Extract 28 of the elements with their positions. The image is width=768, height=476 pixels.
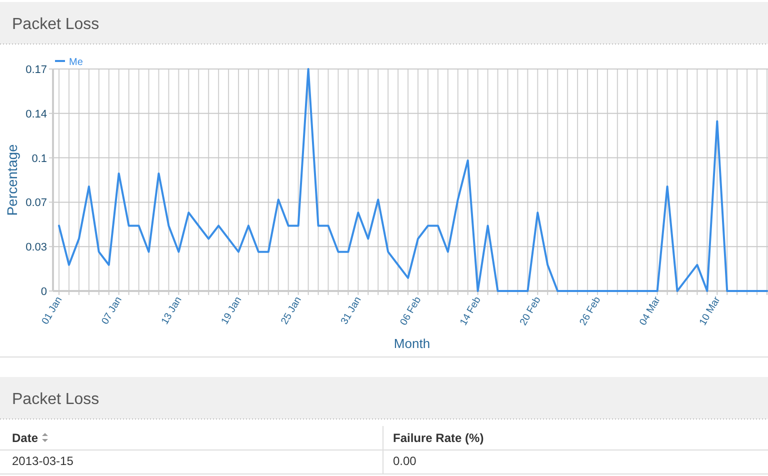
y-tick-label: 0.1 (32, 152, 47, 165)
x-tick-label: 01 Jan (40, 295, 65, 327)
text: Date (12, 431, 38, 445)
text: Failure Rate (%) (393, 431, 484, 445)
chart-title: Packet Loss (12, 16, 100, 33)
x-tick-label: 31 Jan (339, 295, 364, 327)
x-tick-label: 20 Feb (518, 294, 544, 328)
y-tick-label: 0.03 (26, 242, 47, 254)
x-axis-title: Month (394, 336, 430, 351)
y-axis-title: Percentage (4, 144, 20, 216)
text: Packet Loss (12, 391, 100, 408)
x-tick-label: 10 Mar (698, 294, 724, 328)
y-tick-label: 0.07 (26, 197, 47, 210)
x-tick-label: 19 Jan (220, 295, 244, 327)
y-tick-label: 0.14 (26, 108, 47, 120)
y-tick-label: 0 (40, 286, 47, 298)
x-tick-label: 26 Feb (578, 294, 604, 328)
text: Me (69, 57, 84, 68)
line-series (58, 68, 768, 292)
text: 2013-03-15 (12, 454, 74, 468)
x-tick-label: 07 Jan (100, 295, 124, 327)
x-tick-label: 06 Feb (398, 294, 424, 328)
x-tick-label: 13 Jan (160, 295, 184, 327)
y-tick-label: 0.17 (26, 64, 47, 76)
x-tick-label: 14 Feb (458, 294, 484, 328)
x-tick-label: 25 Jan (279, 295, 304, 327)
x-tick-label: 04 Mar (638, 294, 664, 328)
text: 0.00 (393, 454, 417, 468)
